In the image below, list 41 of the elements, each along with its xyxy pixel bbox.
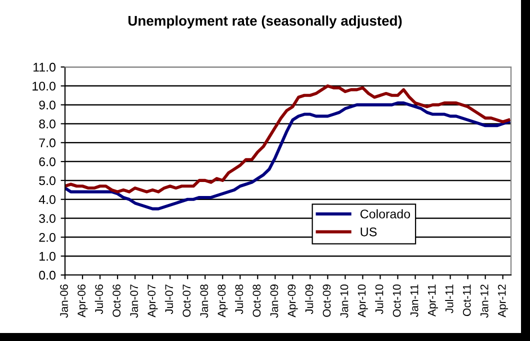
x-tick-label: Jan-11 xyxy=(410,284,418,318)
x-tick-label: Oct-07 xyxy=(182,284,191,317)
x-tick-label: Apr-11 xyxy=(428,284,438,317)
x-tick-label: Apr-06 xyxy=(78,284,88,318)
x-tick-label: Oct-11 xyxy=(462,284,471,316)
x-tick-label: Apr-09 xyxy=(288,284,298,318)
y-tick-label: 4.0 xyxy=(38,195,56,204)
x-tick-label: Oct-10 xyxy=(392,284,401,317)
x-tick-label: Jul-06 xyxy=(94,284,104,314)
x-tick-label: Oct-06 xyxy=(112,284,121,317)
x-tick-label: Jan-08 xyxy=(200,284,208,318)
y-tick-label: 0.0 xyxy=(39,270,56,280)
y-tick-label: 11.0 xyxy=(34,62,56,72)
y-tick-label: 1.0 xyxy=(40,252,56,261)
y-tick-label: 2.0 xyxy=(39,232,56,242)
x-tick-label: Jan-06 xyxy=(60,284,68,318)
y-tick-label: 10.0 xyxy=(32,82,56,91)
x-tick-label: Jul-07 xyxy=(164,284,174,314)
x-tick-label: Jan-09 xyxy=(270,284,278,318)
y-tick-label: 5.0 xyxy=(39,176,56,186)
y-tick-label: 9.0 xyxy=(39,100,56,110)
y-tick-label: 7.0 xyxy=(39,138,56,148)
y-tick-label: 8.0 xyxy=(39,120,56,128)
x-tick-label: Jan-12 xyxy=(480,284,488,318)
x-tick-label: Oct-09 xyxy=(322,284,331,317)
legend-label: Colorado xyxy=(360,209,410,218)
x-tick-label: Jul-09 xyxy=(305,284,314,314)
x-tick-label: Apr-07 xyxy=(148,284,158,318)
x-tick-label: Jul-11 xyxy=(445,284,454,314)
x-tick-label: Jan-10 xyxy=(340,284,348,318)
x-tick-label: Jul-08 xyxy=(234,284,244,314)
x-tick-label: Apr-12 xyxy=(498,284,508,318)
x-tick-label: Apr-08 xyxy=(218,284,228,318)
y-tick-label: 3.0 xyxy=(39,214,56,223)
x-tick-label: Oct-08 xyxy=(252,284,261,317)
chart-title: Unemployment rate (seasonally adjusted) xyxy=(128,16,402,28)
legend-label: US xyxy=(360,227,377,236)
x-tick-label: Apr-10 xyxy=(358,284,368,318)
y-tick-label: 6.0 xyxy=(39,157,56,166)
x-tick-label: Jul-10 xyxy=(375,284,384,314)
x-tick-label: Jan-07 xyxy=(130,284,138,318)
